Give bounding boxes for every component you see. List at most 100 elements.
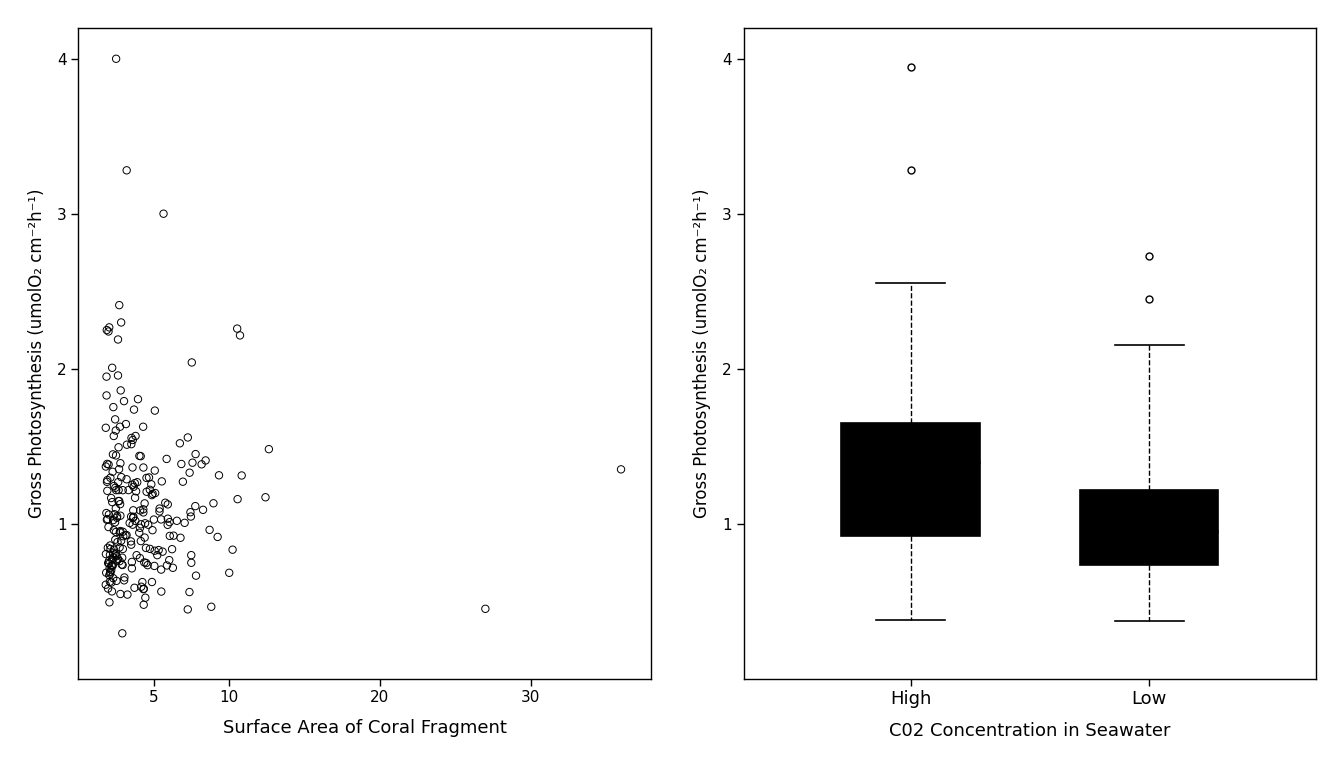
Point <box>167 515 188 527</box>
Point <box>98 508 120 521</box>
Point <box>110 471 132 483</box>
Point <box>121 562 142 574</box>
Point <box>99 548 121 561</box>
Point <box>184 500 206 512</box>
Point <box>106 510 128 522</box>
Point <box>101 492 122 504</box>
PathPatch shape <box>841 423 980 536</box>
Point <box>133 503 155 515</box>
Point <box>124 581 145 594</box>
Point <box>121 511 142 523</box>
Point <box>199 524 220 536</box>
Point <box>126 476 148 488</box>
Point <box>169 531 191 544</box>
Point <box>110 384 132 396</box>
Point <box>141 576 163 588</box>
Point <box>157 512 179 525</box>
Point <box>177 432 199 444</box>
Point <box>105 502 126 515</box>
Point <box>230 329 251 342</box>
Point <box>129 552 151 564</box>
Point <box>97 475 118 488</box>
Point <box>146 549 168 561</box>
Point <box>110 316 132 329</box>
Point <box>148 544 169 556</box>
Point <box>138 484 160 496</box>
Point <box>151 585 172 598</box>
Point <box>109 498 130 510</box>
Point <box>98 558 120 570</box>
Point <box>130 518 152 531</box>
Point <box>101 564 122 576</box>
Point <box>101 585 122 598</box>
Point <box>108 369 129 382</box>
Point <box>149 502 171 515</box>
Point <box>130 581 152 593</box>
Point <box>109 463 130 475</box>
Point <box>95 578 117 591</box>
Point <box>179 586 200 598</box>
Point <box>108 333 129 346</box>
Point <box>144 405 165 417</box>
Point <box>208 469 230 482</box>
Point <box>105 449 126 462</box>
Point <box>191 458 212 471</box>
Point <box>144 560 165 572</box>
Point <box>109 495 130 507</box>
Point <box>102 547 124 559</box>
Point <box>95 370 117 382</box>
Point <box>138 472 160 484</box>
Point <box>180 506 202 518</box>
Point <box>144 465 165 477</box>
Point <box>108 476 129 488</box>
Point <box>97 474 118 486</box>
Point <box>95 324 117 336</box>
Point <box>114 571 136 584</box>
Point <box>155 497 176 509</box>
Point <box>136 472 157 484</box>
Point <box>159 516 180 528</box>
Point <box>227 493 249 505</box>
Point <box>97 557 118 569</box>
Point <box>128 393 149 406</box>
Point <box>133 506 155 518</box>
Point <box>98 458 120 471</box>
Point <box>133 583 155 595</box>
Point <box>124 492 145 504</box>
Point <box>112 525 133 538</box>
Point <box>129 505 151 517</box>
Point <box>122 434 144 446</box>
Point <box>226 323 247 335</box>
Point <box>114 529 136 541</box>
Point <box>97 582 118 594</box>
Point <box>134 517 156 529</box>
Point <box>116 439 137 451</box>
Point <box>99 543 121 555</box>
Point <box>99 539 121 551</box>
Point <box>141 478 163 491</box>
Point <box>102 401 124 413</box>
Point <box>106 550 128 562</box>
Point <box>203 497 224 509</box>
Point <box>102 449 124 461</box>
Point <box>130 450 152 462</box>
Point <box>97 514 118 526</box>
Point <box>98 569 120 581</box>
Point <box>113 395 134 407</box>
Point <box>105 548 126 561</box>
Point <box>98 326 120 338</box>
Point <box>159 530 180 542</box>
Point <box>153 207 175 220</box>
Point <box>610 463 632 475</box>
Point <box>98 521 120 533</box>
Point <box>121 556 142 568</box>
Point <box>116 418 137 430</box>
Point <box>136 485 157 498</box>
Point <box>140 543 161 555</box>
Point <box>180 511 202 523</box>
Point <box>179 467 200 479</box>
Point <box>133 583 155 595</box>
Point <box>116 529 137 541</box>
Point <box>118 484 140 496</box>
Point <box>95 567 117 579</box>
